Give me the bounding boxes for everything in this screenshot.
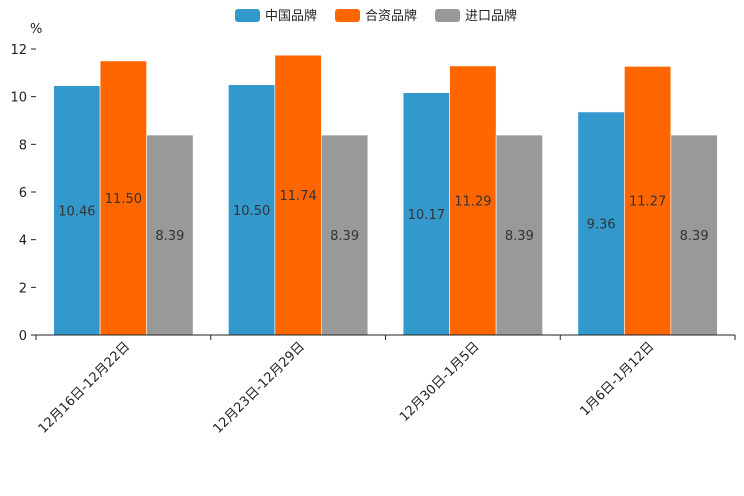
bar	[146, 134, 194, 336]
bar-value-label: 8.39	[155, 229, 184, 244]
legend-item[interactable]: 合资品牌	[335, 8, 417, 24]
bar	[321, 134, 369, 336]
bar	[449, 65, 497, 336]
y-tick-label: 0	[19, 329, 27, 344]
y-tick-label: 8	[19, 138, 27, 153]
legend-label: 中国品牌	[265, 8, 317, 24]
x-category-label: 12月16日-12月22日	[36, 339, 133, 436]
bar-value-label: 11.27	[629, 195, 666, 210]
bar-value-label: 11.29	[454, 194, 491, 209]
y-axis: 0 2 4 6 8 10 12	[10, 43, 36, 344]
bar-value-label: 11.50	[105, 192, 142, 207]
x-category-label: 12月23日-12月29日	[210, 339, 307, 436]
bar	[670, 134, 718, 336]
bar	[99, 60, 147, 336]
bar-value-label: 10.17	[408, 208, 445, 223]
legend: 中国品牌 合资品牌 进口品牌	[235, 8, 517, 24]
bar-value-label: 8.39	[330, 229, 359, 244]
bar-value-label: 8.39	[680, 229, 709, 244]
y-axis-unit-label: %	[30, 22, 42, 37]
bar	[228, 84, 276, 336]
legend-swatch	[235, 9, 260, 22]
bar-value-label: 10.50	[233, 204, 270, 219]
x-category-label: 1月6日-1月12日	[578, 339, 658, 419]
y-tick-label: 4	[19, 234, 27, 249]
legend-item[interactable]: 进口品牌	[435, 8, 517, 24]
legend-swatch	[335, 9, 360, 22]
legend-item[interactable]: 中国品牌	[235, 8, 317, 24]
legend-label: 进口品牌	[465, 8, 517, 24]
y-tick-label: 6	[19, 186, 27, 201]
bar	[402, 92, 450, 336]
bar	[577, 111, 625, 336]
x-category-label: 12月30日-1月5日	[397, 339, 483, 425]
bar	[495, 134, 543, 336]
bar-value-label: 11.74	[280, 189, 317, 204]
y-tick-label: 2	[19, 281, 27, 296]
bar-value-label: 9.36	[587, 217, 616, 232]
y-tick-label: 10	[10, 91, 27, 106]
x-axis: 12月16日-12月22日 12月23日-12月29日 12月30日-1月5日 1月6…	[35, 334, 736, 437]
y-tick-label: 12	[10, 43, 27, 58]
bars-group: 10.46 10.50 10.17 9.36 11.50 11.74 11.29 11.27 8…	[53, 54, 718, 336]
bar	[274, 54, 322, 336]
bar	[624, 66, 672, 336]
bar-value-label: 8.39	[505, 229, 534, 244]
bar-value-label: 10.46	[58, 204, 95, 219]
legend-label: 合资品牌	[365, 8, 417, 24]
legend-swatch	[435, 9, 460, 22]
